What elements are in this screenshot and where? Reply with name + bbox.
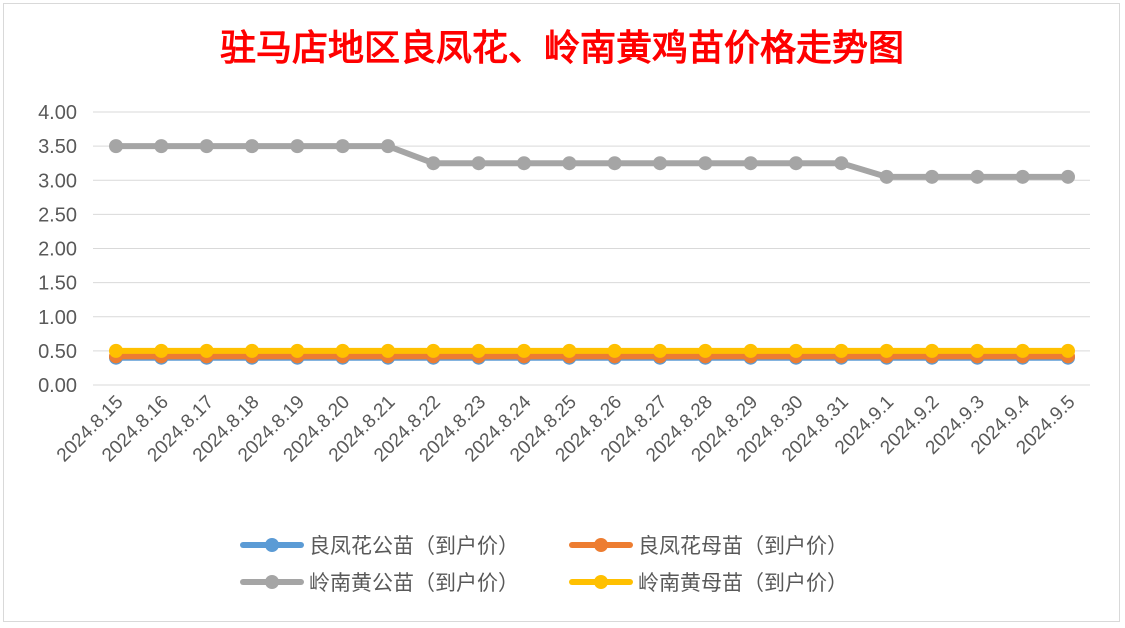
y-tick-label: 3.50 (38, 136, 77, 158)
data-point (199, 343, 214, 358)
data-point (109, 343, 123, 358)
data-point (653, 343, 667, 358)
data-point (109, 139, 123, 154)
data-point (925, 169, 939, 184)
y-tick-label: 4.00 (38, 102, 77, 124)
legend-marker (594, 538, 608, 552)
y-tick-label: 1.50 (38, 273, 77, 295)
data-point (517, 156, 531, 171)
data-point (743, 156, 758, 171)
legend-marker (265, 575, 279, 589)
data-point (607, 156, 622, 171)
data-point (245, 343, 259, 358)
series-3 (109, 139, 1075, 184)
data-point (879, 343, 894, 358)
data-point (789, 156, 803, 171)
legend-item: 岭南黄母苗（到户价） (569, 571, 848, 595)
data-point (517, 343, 531, 358)
y-tick-label: 0.00 (38, 375, 77, 397)
data-point (290, 343, 305, 358)
series-line (113, 143, 1071, 180)
data-point (381, 343, 395, 358)
y-tick-label: 2.50 (38, 204, 77, 226)
data-point (1015, 169, 1030, 184)
data-point (834, 343, 849, 358)
data-series (109, 139, 1075, 365)
legend-marker (594, 575, 608, 589)
data-point (607, 343, 622, 358)
chart-title: 驻马店地区良凤花、岭南黄鸡苗价格走势图 (220, 27, 904, 69)
data-point (426, 343, 441, 358)
data-point (698, 156, 713, 171)
data-point (245, 139, 259, 154)
data-point (471, 343, 486, 358)
data-point (970, 169, 985, 184)
data-point (925, 343, 939, 358)
data-point (1061, 343, 1075, 358)
data-point (199, 139, 214, 154)
data-point (335, 343, 350, 358)
chart-border (3, 3, 1120, 622)
data-point (335, 139, 350, 154)
data-point (154, 139, 169, 154)
data-point (743, 343, 758, 358)
legend-item: 良凤花母苗（到户价） (569, 534, 848, 558)
data-point (879, 169, 894, 184)
data-point (381, 139, 395, 154)
legend-label: 良凤花母苗（到户价） (638, 534, 848, 558)
series-4 (109, 343, 1075, 358)
y-tick-label: 2.00 (38, 239, 77, 261)
data-point (562, 156, 577, 171)
data-point (562, 343, 577, 358)
data-point (426, 156, 441, 171)
legend-item: 岭南黄公苗（到户价） (240, 571, 519, 595)
y-tick-label: 0.50 (38, 341, 77, 363)
data-point (471, 156, 486, 171)
data-point (789, 343, 803, 358)
data-point (653, 156, 667, 171)
data-point (834, 156, 849, 171)
data-point (1015, 343, 1030, 358)
legend-marker (265, 538, 279, 552)
legend: 良凤花公苗（到户价） 良凤花母苗（到户价） 岭南黄公苗（到户价） 岭南黄母苗（到户价） (240, 534, 848, 595)
data-point (154, 343, 169, 358)
legend-label: 岭南黄母苗（到户价） (638, 571, 848, 595)
y-axis-tick-labels: 0.00 0.50 1.00 1.50 2.00 2.50 3.00 3.50 4.00 (38, 102, 77, 397)
legend-label: 良凤花公苗（到户价） (309, 534, 519, 558)
y-tick-label: 1.00 (38, 307, 77, 329)
legend-item: 良凤花公苗（到户价） (240, 534, 519, 558)
legend-label: 岭南黄公苗（到户价） (309, 571, 519, 595)
data-point (290, 139, 305, 154)
y-tick-label: 3.00 (38, 170, 77, 192)
data-point (1061, 169, 1075, 184)
data-point (698, 343, 713, 358)
data-point (970, 343, 985, 358)
